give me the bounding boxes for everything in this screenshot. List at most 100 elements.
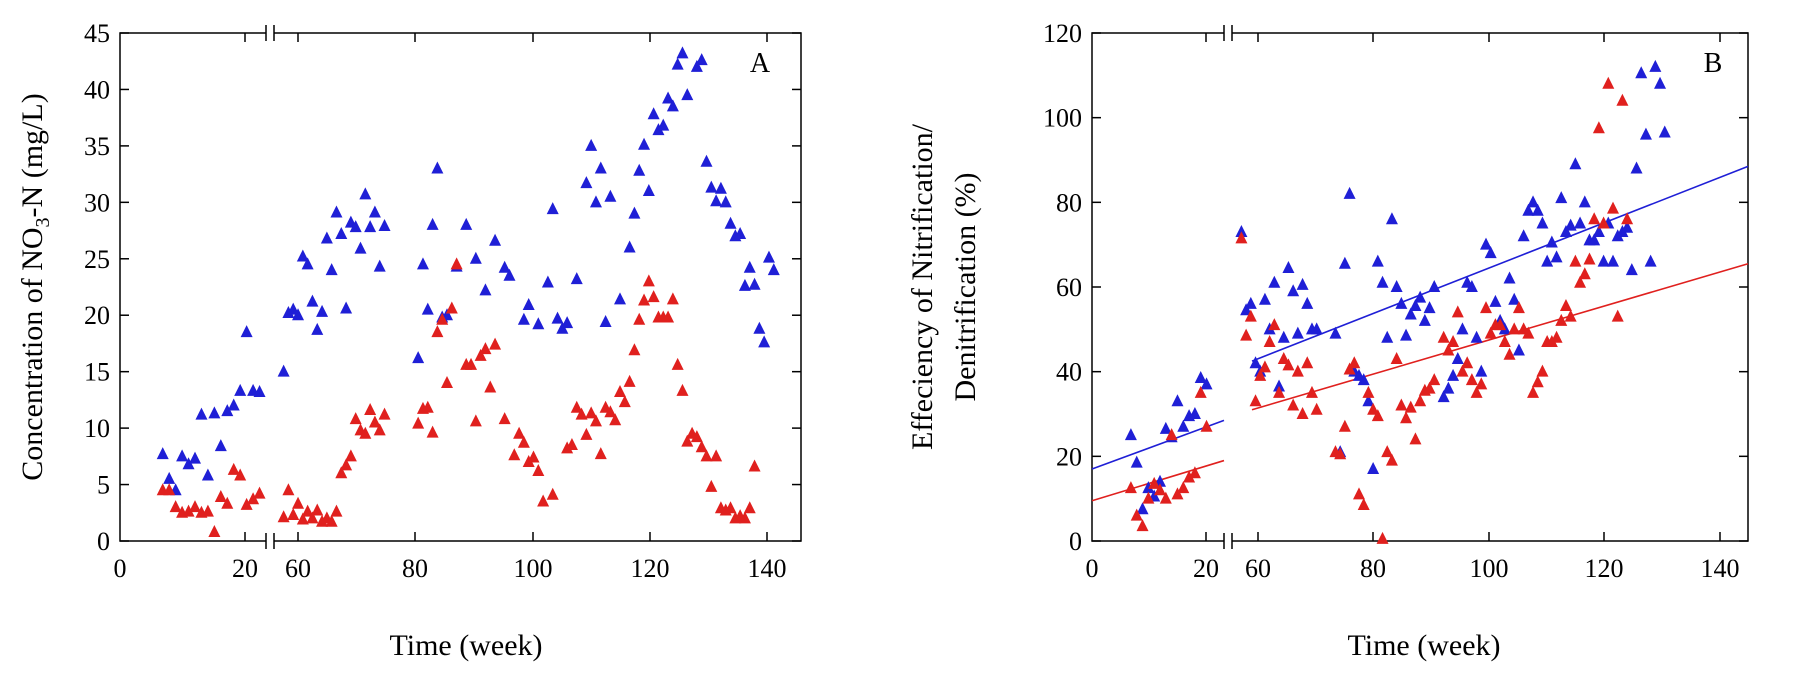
data-point-red [1357, 498, 1370, 511]
data-point-blue [762, 250, 775, 263]
data-point-red [1188, 466, 1201, 479]
data-point-blue [1381, 330, 1394, 343]
data-point-blue [1400, 328, 1413, 341]
data-point-red [1348, 356, 1361, 369]
data-point-red [1395, 398, 1408, 411]
data-point-red [1183, 470, 1196, 483]
data-point-blue [287, 302, 300, 315]
data-point-blue [1343, 186, 1356, 199]
x-tick-label: 100 [514, 554, 553, 583]
data-point-red [436, 312, 449, 325]
data-point-blue [208, 406, 221, 419]
data-point-red [227, 462, 240, 475]
data-point-blue [1545, 235, 1558, 248]
panel-b-letter: B [1704, 48, 1723, 79]
data-point-blue [1200, 377, 1213, 390]
data-point-blue [743, 260, 756, 273]
data-point-red [335, 466, 348, 479]
data-point-red [1494, 318, 1507, 331]
data-point-blue [1301, 296, 1314, 309]
data-point-blue [1376, 275, 1389, 288]
data-point-red [469, 414, 482, 427]
data-point-red [373, 423, 386, 436]
data-point-red [1254, 368, 1267, 381]
panel-b-points [1124, 59, 1671, 544]
data-point-red [292, 496, 305, 509]
data-point-red [623, 374, 636, 387]
data-point-blue [163, 471, 176, 484]
data-point-blue [647, 107, 660, 120]
data-point-blue [700, 154, 713, 167]
data-point-blue [1136, 502, 1149, 515]
data-point-blue [1451, 351, 1464, 364]
data-point-blue [1177, 419, 1190, 432]
data-point-blue [1130, 455, 1143, 468]
data-point-blue [1658, 125, 1671, 138]
data-point-red [647, 290, 660, 303]
data-point-blue [1512, 343, 1525, 356]
panel-a-plot-frame [119, 32, 802, 542]
data-point-blue [416, 257, 429, 270]
data-point-blue [1564, 218, 1577, 231]
y-tick-label: 0 [1069, 527, 1082, 556]
data-point-blue [354, 241, 367, 254]
data-point-blue [758, 335, 771, 348]
data-point-blue [1404, 307, 1417, 320]
data-point-red [1249, 394, 1262, 407]
data-point-red [628, 343, 641, 356]
data-point-blue [1409, 299, 1422, 312]
x-tick-label: 80 [402, 554, 428, 583]
data-point-red [585, 406, 598, 419]
data-point-red [604, 405, 617, 418]
panel-b: 0 20 40 60 80 100 120 0 20 60 80 100 120 140 B Time (… [906, 19, 1749, 662]
data-point-red [594, 447, 607, 460]
data-point-blue [1268, 275, 1281, 288]
data-point-blue [1244, 296, 1257, 309]
data-point-red [221, 496, 234, 509]
data-point-red [1287, 398, 1300, 411]
y-tick-label: 35 [84, 132, 110, 161]
data-point-blue [330, 205, 343, 218]
data-point-blue [426, 217, 439, 230]
data-point-blue [517, 312, 530, 325]
data-point-blue [182, 457, 195, 470]
data-point-red [690, 430, 703, 443]
data-point-red [638, 293, 651, 306]
y-tick-label: 10 [84, 414, 110, 443]
data-point-blue [1574, 216, 1587, 229]
data-point-red [214, 489, 227, 502]
data-point-red [1282, 358, 1295, 371]
x-tick-label: 20 [232, 554, 258, 583]
data-point-blue [1484, 246, 1497, 259]
data-point-red [1423, 381, 1436, 394]
data-point-blue [642, 184, 655, 197]
data-point-red [618, 395, 631, 408]
data-point-red [1409, 432, 1422, 445]
data-point-red [513, 426, 526, 439]
x-tick-label: 100 [1470, 554, 1509, 583]
data-point-blue [1644, 254, 1657, 267]
data-point-red [666, 292, 679, 305]
data-point-red [1263, 335, 1276, 348]
data-point-blue [666, 99, 679, 112]
data-point-red [169, 500, 182, 513]
data-point-blue [614, 292, 626, 305]
trendline-right [1251, 165, 1749, 362]
data-point-red [1597, 216, 1610, 229]
data-point-blue [1437, 390, 1450, 403]
y-tick-label: 30 [84, 188, 110, 217]
data-point-blue [710, 194, 723, 207]
data-point-red [277, 510, 290, 523]
data-point-blue [469, 251, 482, 264]
data-point-blue [532, 317, 545, 330]
data-point-blue [201, 468, 214, 481]
data-point-blue [1621, 220, 1634, 233]
data-point-blue [1338, 256, 1351, 269]
data-point-red [349, 412, 362, 425]
data-point-red [517, 435, 530, 448]
data-point-blue [1423, 301, 1436, 314]
data-point-blue [1428, 280, 1441, 292]
data-point-red [705, 479, 718, 492]
y-tick-label: 80 [1056, 188, 1082, 217]
data-point-blue [176, 449, 189, 462]
